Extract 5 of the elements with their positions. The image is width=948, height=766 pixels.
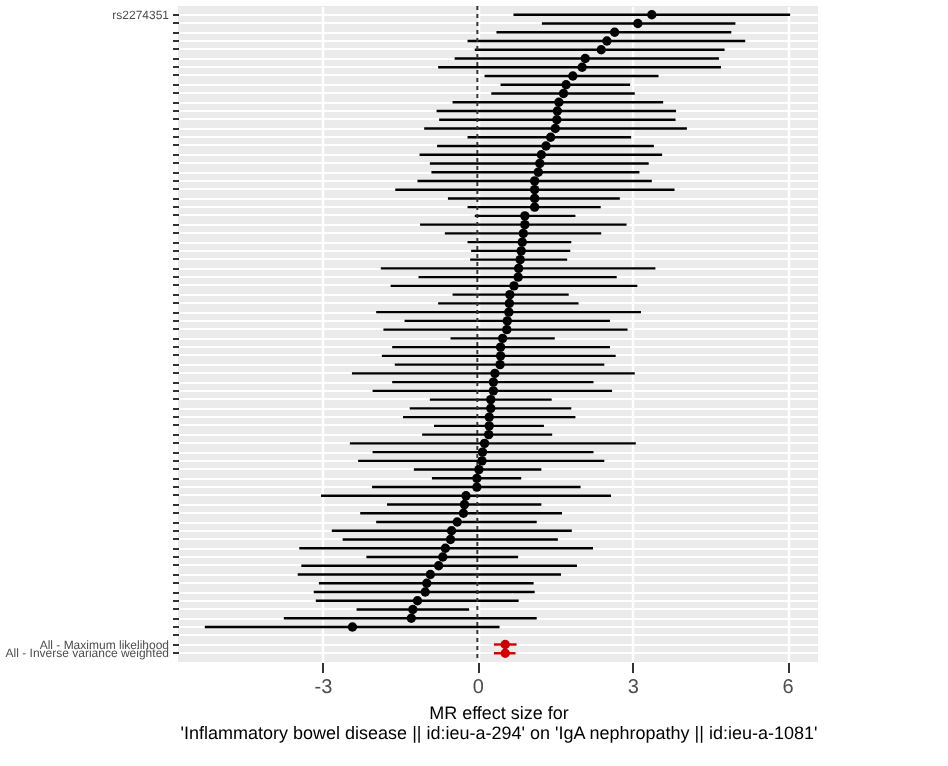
x-tick-label: 3 — [627, 677, 640, 699]
x-tick-label: -3 — [314, 677, 334, 699]
x-tick-label: 6 — [782, 677, 795, 699]
x-axis-title: MR effect size for 'Inflammatory bowel disease || id:ieu-a-294' on 'IgA nephropathy || id:ieu-a-1081' — [180, 703, 818, 743]
x-tick-label: 0 — [472, 677, 485, 699]
